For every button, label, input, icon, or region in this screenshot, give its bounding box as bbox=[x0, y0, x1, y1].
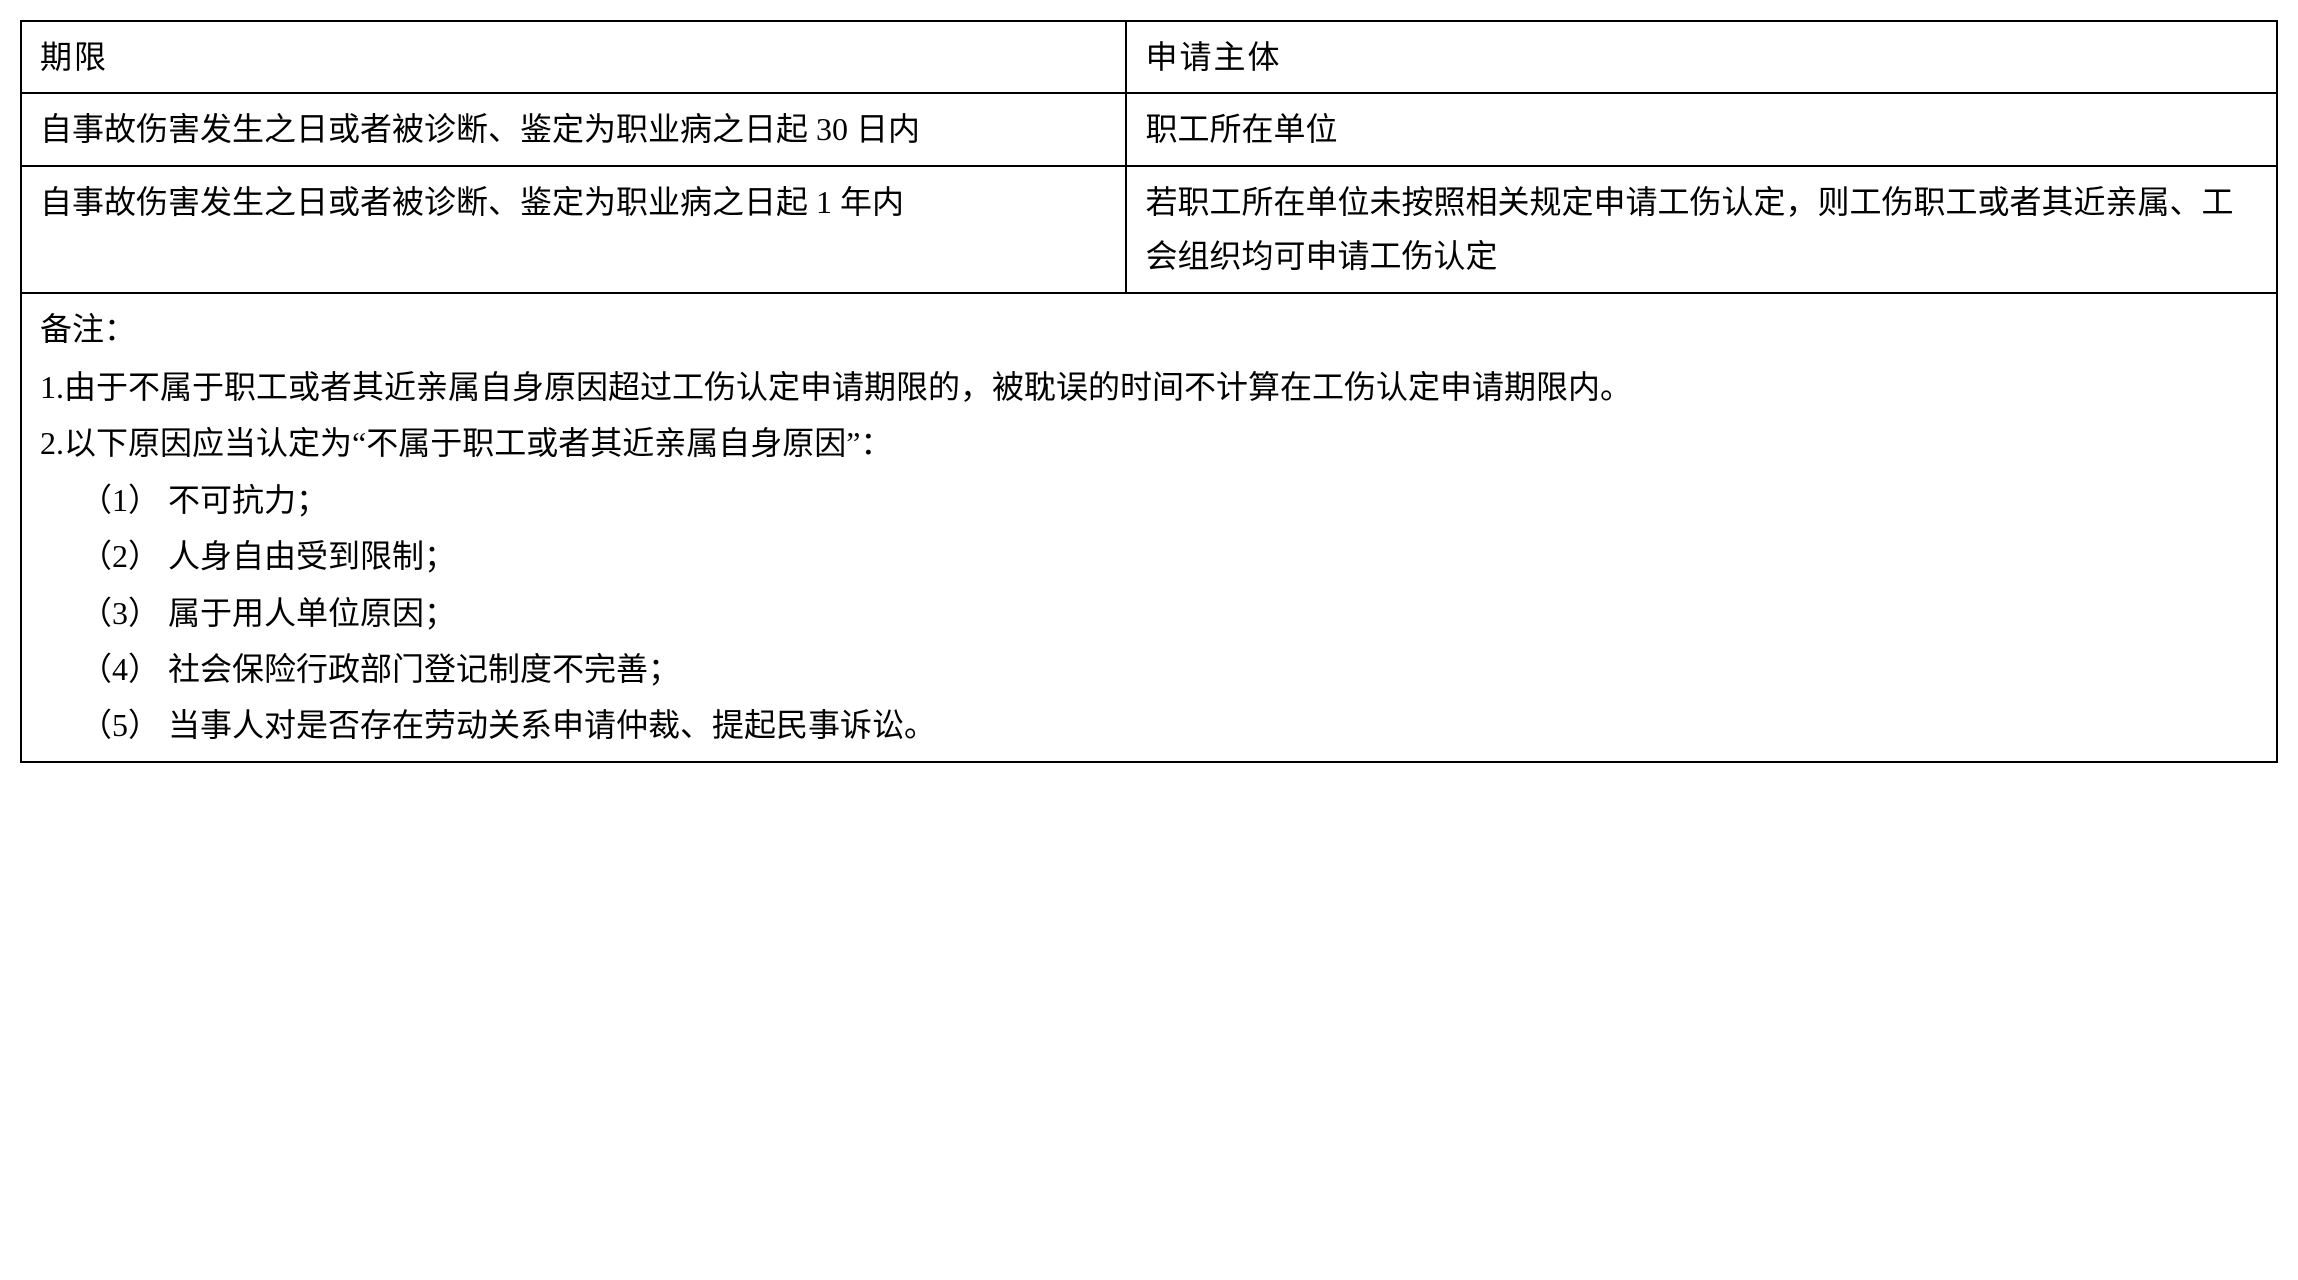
regulation-table: 期限 申请主体 自事故伤害发生之日或者被诊断、鉴定为职业病之日起 30 日内 职… bbox=[20, 20, 2278, 763]
table-header-row: 期限 申请主体 bbox=[21, 21, 2277, 93]
cell-applicant: 职工所在单位 bbox=[1126, 93, 2277, 165]
header-applicant: 申请主体 bbox=[1126, 21, 2277, 93]
note-sub-item: （5） 当事人对是否存在劳动关系申请仲裁、提起民事诉讼。 bbox=[40, 698, 2258, 752]
note-item: 2.以下原因应当认定为“不属于职工或者其近亲属自身原因”： bbox=[40, 416, 2258, 470]
table-row: 自事故伤害发生之日或者被诊断、鉴定为职业病之日起 30 日内 职工所在单位 bbox=[21, 93, 2277, 165]
header-deadline: 期限 bbox=[21, 21, 1126, 93]
cell-deadline: 自事故伤害发生之日或者被诊断、鉴定为职业病之日起 30 日内 bbox=[21, 93, 1126, 165]
cell-applicant: 若职工所在单位未按照相关规定申请工伤认定，则工伤职工或者其近亲属、工会组织均可申… bbox=[1126, 166, 2277, 293]
note-sub-item: （1） 不可抗力； bbox=[40, 473, 2258, 527]
note-sub-item: （3） 属于用人单位原因； bbox=[40, 586, 2258, 640]
note-sub-item: （4） 社会保险行政部门登记制度不完善； bbox=[40, 642, 2258, 696]
note-item: 1.由于不属于职工或者其近亲属自身原因超过工伤认定申请期限的，被耽误的时间不计算… bbox=[40, 360, 2258, 414]
table-row: 自事故伤害发生之日或者被诊断、鉴定为职业病之日起 1 年内 若职工所在单位未按照… bbox=[21, 166, 2277, 293]
notes-cell: 备注： 1.由于不属于职工或者其近亲属自身原因超过工伤认定申请期限的，被耽误的时… bbox=[21, 293, 2277, 762]
cell-deadline: 自事故伤害发生之日或者被诊断、鉴定为职业病之日起 1 年内 bbox=[21, 166, 1126, 293]
notes-row: 备注： 1.由于不属于职工或者其近亲属自身原因超过工伤认定申请期限的，被耽误的时… bbox=[21, 293, 2277, 762]
notes-title: 备注： bbox=[40, 302, 2258, 356]
note-sub-item: （2） 人身自由受到限制； bbox=[40, 529, 2258, 583]
